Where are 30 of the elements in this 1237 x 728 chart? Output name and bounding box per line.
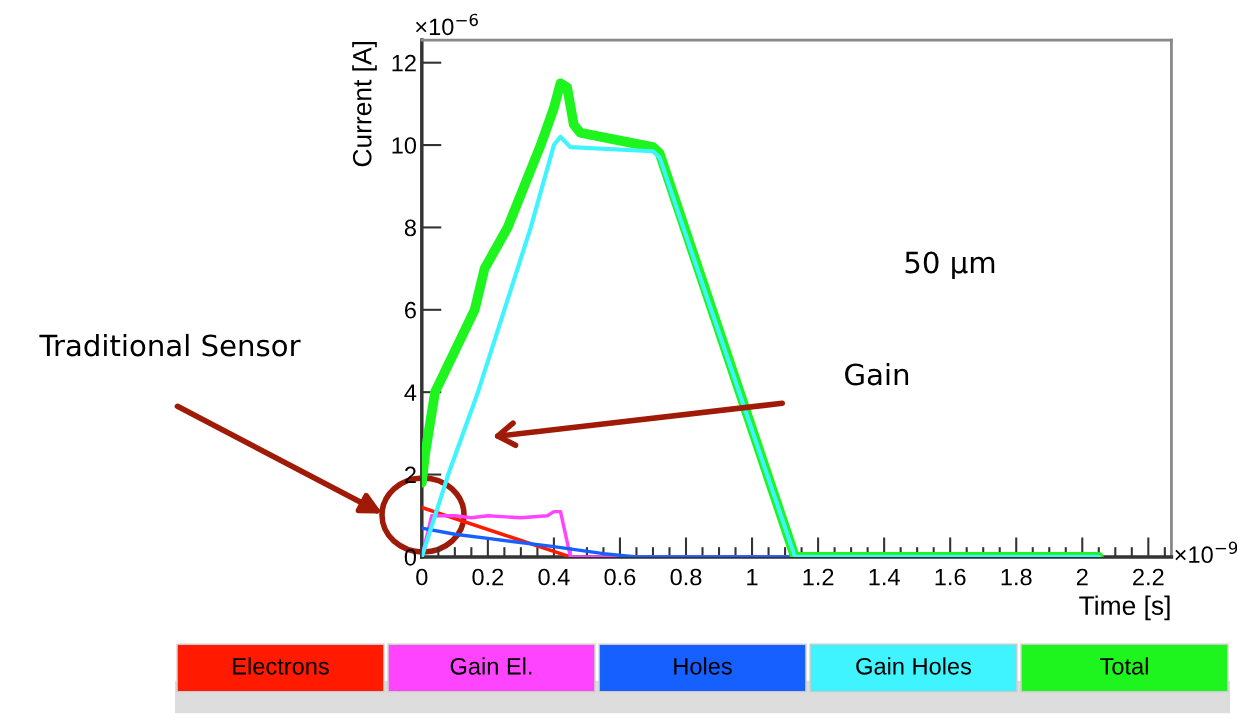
- y-tick-label: 12: [392, 54, 416, 72]
- x-tick-label: 0: [416, 568, 428, 586]
- text: Holes: [674, 657, 732, 675]
- x-tick-label: 0.6: [604, 568, 636, 586]
- text: ×10$^{−6}$: [415, 13, 478, 36]
- y-tick-label: 4: [404, 384, 417, 401]
- text: Gain Holes: [856, 657, 972, 675]
- x-tick-label: 0.4: [538, 568, 570, 586]
- y-tick-label: 0: [404, 548, 417, 566]
- x-tick-label: 1.6: [935, 568, 966, 586]
- y-axis-title: Current [A]: [352, 41, 377, 167]
- x-tick-label: 1.4: [869, 568, 900, 586]
- x-tick-label: 0.2: [472, 568, 504, 586]
- x-axis-title: Time [s]: [1079, 595, 1170, 621]
- x-tick-label: 2: [1076, 568, 1088, 586]
- x-tick-label: 0.8: [670, 568, 702, 586]
- x-tick-label: 1.2: [803, 568, 834, 586]
- x-tick-label: 1: [747, 568, 758, 586]
- text: Traditional Sensor: [39, 333, 301, 357]
- text: Gain El.: [450, 657, 532, 675]
- y-tick-label: 10: [392, 137, 417, 154]
- text: Electrons: [233, 657, 329, 675]
- y-tick-label: 6: [405, 301, 416, 319]
- x-tick-label: 2.2: [1133, 568, 1164, 586]
- y-tick-label: 8: [404, 219, 416, 237]
- annotation: Gain: [845, 362, 909, 386]
- x-tick-label: 1.8: [1001, 568, 1032, 586]
- text: ×10$^{−9}$: [1175, 541, 1237, 564]
- annotation: 50 µm: [905, 251, 995, 280]
- text: Total: [1100, 657, 1148, 675]
